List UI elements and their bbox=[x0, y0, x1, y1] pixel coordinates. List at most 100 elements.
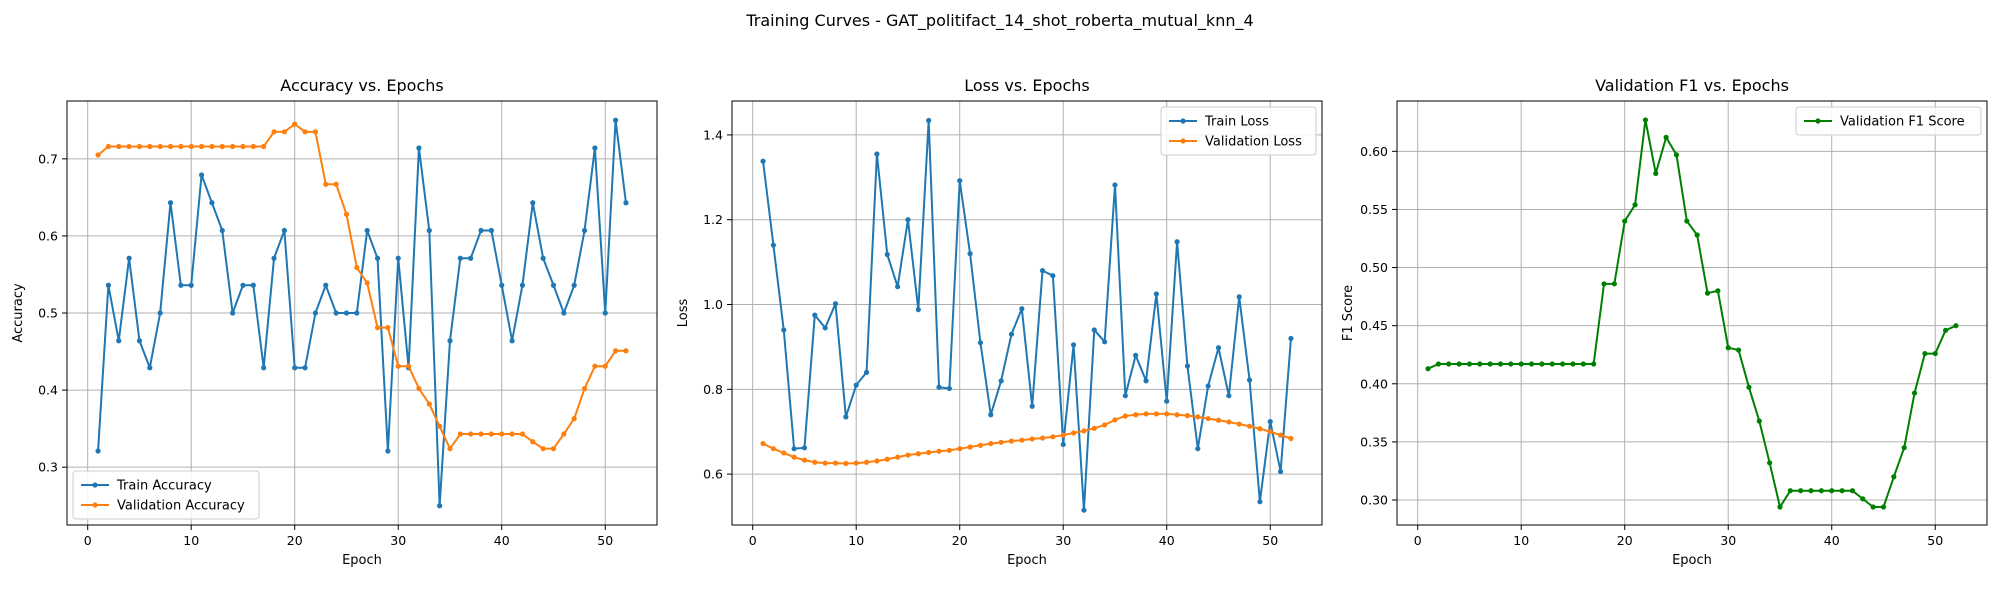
legend-swatch-marker bbox=[1180, 118, 1186, 124]
data-point bbox=[385, 325, 391, 331]
data-point bbox=[343, 310, 350, 316]
data-point bbox=[781, 450, 787, 456]
data-point bbox=[147, 143, 153, 150]
data-point bbox=[198, 172, 205, 178]
data-point bbox=[812, 459, 818, 465]
data-point bbox=[1756, 418, 1762, 424]
data-point bbox=[1508, 361, 1514, 367]
data-point bbox=[188, 282, 194, 288]
data-point bbox=[1205, 383, 1211, 389]
data-point bbox=[1267, 429, 1273, 435]
data-point bbox=[1122, 393, 1128, 399]
data-point bbox=[167, 143, 174, 150]
data-point bbox=[1257, 499, 1263, 505]
data-point bbox=[261, 365, 267, 371]
data-point bbox=[1829, 488, 1835, 494]
data-point bbox=[1942, 327, 1949, 333]
data-point bbox=[1195, 446, 1201, 452]
data-point bbox=[781, 327, 787, 333]
data-point bbox=[843, 414, 849, 420]
data-point bbox=[1539, 361, 1545, 367]
data-point bbox=[571, 282, 577, 288]
data-point bbox=[126, 143, 132, 150]
data-point bbox=[822, 325, 828, 331]
data-point bbox=[1777, 504, 1783, 510]
legend-label: Validation F1 Score bbox=[1840, 115, 1965, 130]
data-point bbox=[499, 431, 505, 437]
data-point bbox=[936, 384, 942, 390]
x-tick-label: 20 bbox=[1617, 533, 1633, 548]
data-point bbox=[105, 282, 112, 288]
data-point bbox=[1019, 306, 1025, 312]
data-point bbox=[1039, 268, 1046, 274]
data-point bbox=[343, 211, 350, 217]
data-point bbox=[1456, 361, 1462, 367]
data-point bbox=[530, 439, 536, 445]
data-point bbox=[240, 143, 246, 150]
y-tick-label: 0.5 bbox=[38, 306, 58, 321]
data-point bbox=[812, 312, 818, 318]
data-point bbox=[550, 282, 557, 288]
data-point bbox=[1911, 390, 1918, 396]
data-point bbox=[791, 454, 797, 460]
data-point bbox=[405, 363, 412, 369]
legend: Train Accuracy Validation Accuracy bbox=[72, 470, 260, 520]
data-point bbox=[178, 143, 184, 150]
x-tick-label: 40 bbox=[1824, 533, 1840, 548]
data-point bbox=[1195, 414, 1201, 420]
data-point bbox=[874, 151, 880, 157]
data-point bbox=[364, 227, 370, 234]
data-point bbox=[1215, 345, 1222, 351]
x-tick-label: 30 bbox=[390, 533, 406, 548]
data-point bbox=[1112, 417, 1118, 423]
data-point bbox=[1029, 403, 1035, 409]
data-point bbox=[1070, 342, 1077, 348]
data-point bbox=[1694, 232, 1700, 238]
data-point bbox=[926, 449, 932, 456]
data-point bbox=[1922, 350, 1928, 357]
data-point bbox=[530, 200, 536, 206]
data-point bbox=[1019, 437, 1025, 443]
x-axis-label: Epoch bbox=[1007, 553, 1047, 568]
data-point bbox=[1684, 218, 1690, 224]
data-point bbox=[602, 363, 608, 369]
series-line bbox=[762, 119, 1292, 512]
data-point bbox=[874, 458, 880, 464]
data-point bbox=[581, 385, 588, 392]
data-point bbox=[1528, 361, 1535, 367]
data-point bbox=[1767, 460, 1773, 466]
data-point bbox=[1601, 281, 1607, 287]
data-point bbox=[1060, 441, 1066, 448]
data-point bbox=[791, 446, 797, 452]
data-point bbox=[312, 310, 319, 316]
legend-box bbox=[1160, 106, 1317, 156]
data-point bbox=[801, 445, 808, 451]
data-point bbox=[998, 439, 1004, 445]
data-point bbox=[1787, 488, 1793, 494]
data-point bbox=[760, 440, 766, 447]
data-point bbox=[1133, 412, 1139, 418]
y-tick-label: 0.35 bbox=[1360, 434, 1388, 449]
data-point bbox=[1591, 361, 1597, 367]
data-point bbox=[1091, 425, 1097, 431]
data-point bbox=[1112, 182, 1118, 188]
data-point bbox=[957, 446, 963, 452]
data-point bbox=[967, 251, 973, 257]
y-tick-label: 0.55 bbox=[1360, 202, 1388, 217]
y-tick-label: 0.45 bbox=[1360, 318, 1388, 333]
data-point bbox=[822, 460, 828, 466]
data-point bbox=[250, 143, 256, 150]
data-point bbox=[1622, 218, 1628, 224]
loss-chart: 0 10 20 30 40 50 0.6 0.8 1.0 1.2 1.4 Loss vs. Epoch… bbox=[676, 76, 1323, 568]
data-point bbox=[988, 412, 994, 418]
series-validation-accuracy bbox=[95, 121, 629, 452]
data-point bbox=[1081, 507, 1087, 513]
legend: Validation F1 Score bbox=[1795, 106, 1982, 136]
data-point bbox=[1164, 398, 1170, 404]
data-point bbox=[219, 143, 225, 150]
series-line bbox=[762, 412, 1292, 465]
data-point bbox=[1663, 134, 1669, 140]
data-point bbox=[437, 503, 443, 509]
data-point bbox=[95, 152, 101, 158]
